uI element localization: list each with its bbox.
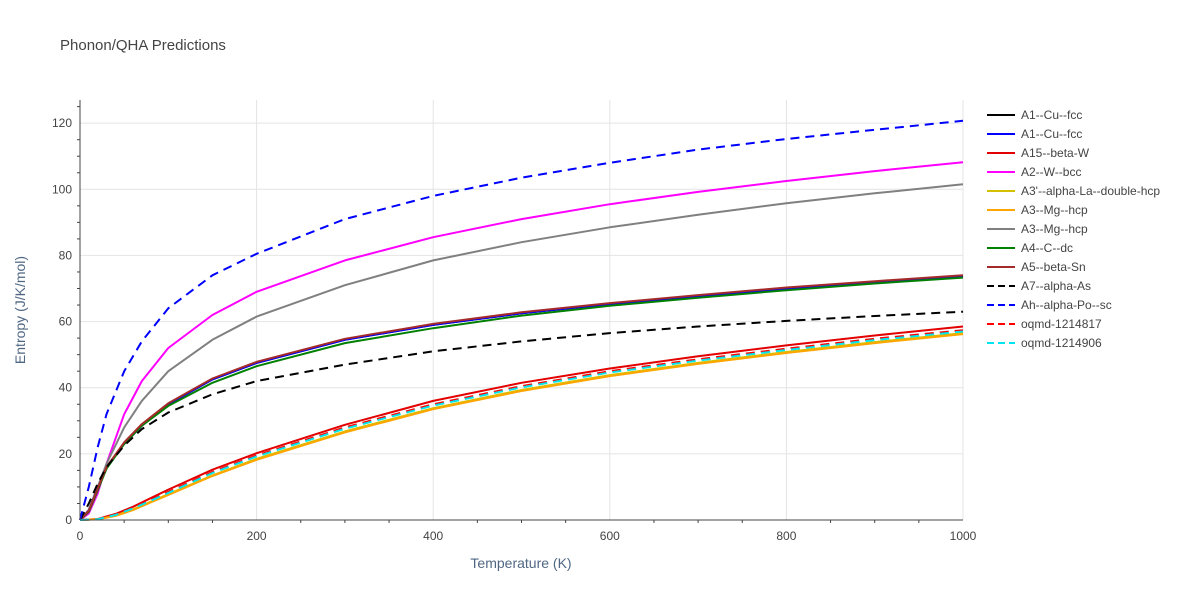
legend-label: oqmd-1214817 (1021, 317, 1102, 331)
legend-label: A7--alpha-As (1021, 279, 1091, 293)
legend-label: A4--C--dc (1021, 241, 1073, 255)
y-tick-label: 80 (59, 248, 73, 262)
y-axis-label: Entropy (J/K/mol) (12, 256, 28, 364)
series-line-5 (79, 333, 964, 521)
series-line-1 (79, 275, 964, 521)
series-line-8 (79, 274, 964, 521)
legend-item[interactable]: oqmd-1214817 (987, 317, 1102, 331)
legend-label: A1--Cu--fcc (1021, 108, 1082, 122)
legend-item[interactable]: A5--beta-Sn (987, 260, 1086, 274)
legend-item[interactable]: A3--Mg--hcp (987, 222, 1088, 236)
x-tick-label: 0 (77, 529, 84, 543)
x-tick-label: 200 (247, 529, 267, 543)
legend-item[interactable]: A3--Mg--hcp (987, 203, 1088, 217)
chart-title: Phonon/QHA Predictions (60, 37, 226, 54)
legend-label: oqmd-1214906 (1021, 336, 1102, 350)
grid-lines (80, 100, 964, 520)
legend-label: A3'--alpha-La--double-hcp (1021, 184, 1160, 198)
y-tick-label: 40 (59, 381, 73, 395)
legend[interactable]: A1--Cu--fcc A1--Cu--fcc A15--beta-W A2--W--… (987, 108, 1160, 350)
legend-item[interactable]: oqmd-1214906 (987, 336, 1102, 350)
y-tick-label: 0 (65, 513, 72, 527)
y-tick-label: 60 (59, 315, 73, 329)
x-tick-label: 600 (600, 529, 620, 543)
legend-label: A3--Mg--hcp (1021, 222, 1088, 236)
x-tick-label: 1000 (950, 529, 977, 543)
legend-label: A5--beta-Sn (1021, 260, 1086, 274)
series-line-12 (79, 330, 964, 521)
legend-label: A1--Cu--fcc (1021, 127, 1082, 141)
series-line-2 (79, 325, 964, 521)
legend-label: A2--W--bcc (1021, 165, 1081, 179)
legend-item[interactable]: A1--Cu--fcc (987, 108, 1082, 122)
legend-item[interactable]: A7--alpha-As (987, 279, 1091, 293)
axes: 0 200 400 600 800 1000 0 20 40 60 80 100 120 (52, 100, 977, 543)
legend-item[interactable]: Ah--alpha-Po--sc (987, 298, 1112, 312)
x-axis-label: Temperature (K) (470, 555, 571, 571)
series-line-11 (79, 329, 964, 521)
legend-label: Ah--alpha-Po--sc (1021, 298, 1112, 312)
legend-item[interactable]: A15--beta-W (987, 146, 1090, 160)
legend-label: A15--beta-W (1021, 146, 1090, 160)
y-tick-label: 100 (52, 182, 72, 196)
series-line-10 (79, 119, 964, 521)
legend-item[interactable]: A2--W--bcc (987, 165, 1081, 179)
series-line-9 (79, 310, 964, 521)
x-tick-label: 800 (776, 529, 796, 543)
legend-item[interactable]: A4--C--dc (987, 241, 1073, 255)
legend-item[interactable]: A1--Cu--fcc (987, 127, 1082, 141)
legend-label: A3--Mg--hcp (1021, 203, 1088, 217)
series-line-4 (79, 332, 964, 521)
y-tick-label: 20 (59, 447, 73, 461)
legend-item[interactable]: A3'--alpha-La--double-hcp (987, 184, 1160, 198)
y-tick-label: 120 (52, 116, 72, 130)
series-lines (79, 119, 964, 521)
x-tick-label: 400 (423, 529, 443, 543)
